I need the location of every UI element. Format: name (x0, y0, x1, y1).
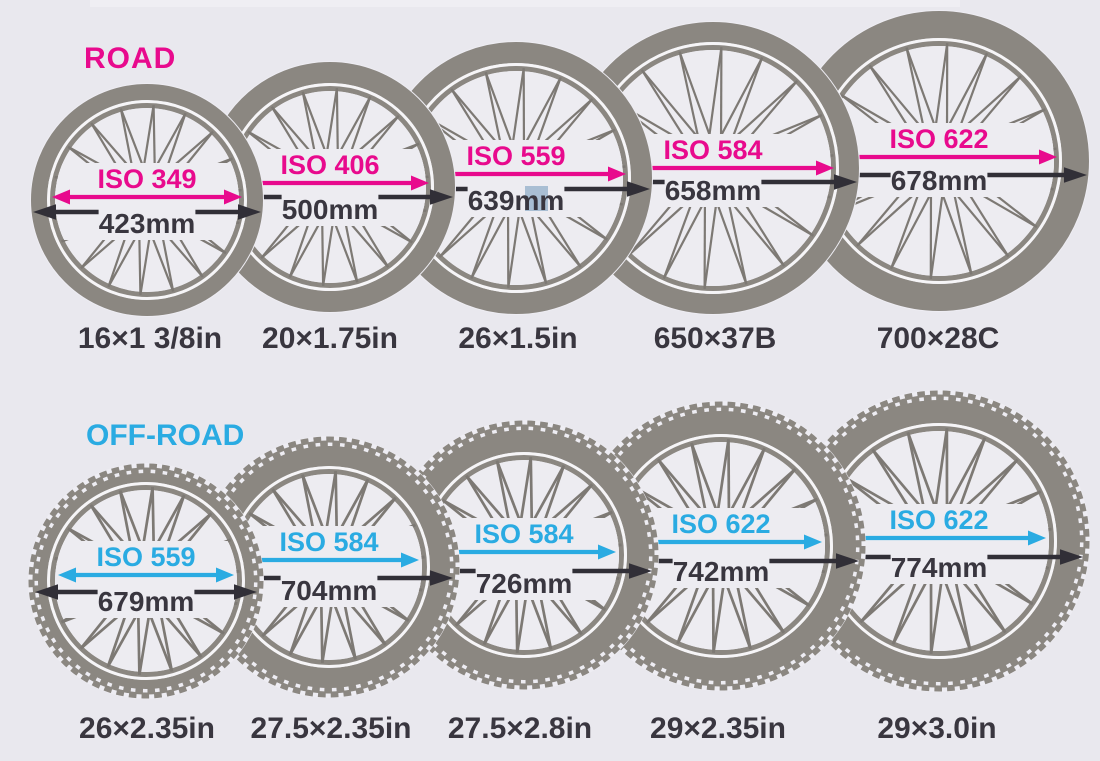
svg-text:20×1.75in: 20×1.75in (262, 322, 398, 355)
svg-text:16×1 3/8in: 16×1 3/8in (78, 322, 222, 355)
svg-text:ISO 622: ISO 622 (889, 505, 988, 535)
svg-text:ISO 584: ISO 584 (663, 135, 762, 165)
svg-text:ROAD: ROAD (84, 42, 176, 75)
svg-text:726mm: 726mm (476, 568, 573, 599)
svg-text:29×3.0in: 29×3.0in (877, 712, 996, 745)
svg-text:678mm: 678mm (891, 165, 988, 196)
svg-text:704mm: 704mm (281, 575, 378, 606)
svg-text:29×2.35in: 29×2.35in (650, 712, 786, 745)
svg-text:423mm: 423mm (99, 208, 196, 239)
svg-text:OFF-ROAD: OFF-ROAD (86, 419, 244, 452)
svg-text:ISO 622: ISO 622 (671, 509, 770, 539)
svg-text:639mm: 639mm (468, 185, 565, 216)
svg-text:ISO 584: ISO 584 (279, 527, 378, 557)
svg-text:700×28C: 700×28C (877, 322, 1000, 355)
svg-text:500mm: 500mm (282, 194, 379, 225)
svg-text:ISO 584: ISO 584 (474, 519, 573, 549)
svg-text:ISO 349: ISO 349 (97, 164, 196, 194)
svg-text:774mm: 774mm (891, 552, 988, 583)
svg-text:650×37B: 650×37B (654, 322, 777, 355)
svg-text:26×2.35in: 26×2.35in (79, 712, 215, 745)
svg-text:27.5×2.8in: 27.5×2.8in (448, 712, 592, 745)
svg-text:ISO 406: ISO 406 (280, 150, 379, 180)
svg-text:658mm: 658mm (665, 175, 762, 206)
svg-text:ISO 559: ISO 559 (466, 141, 565, 171)
svg-text:ISO 559: ISO 559 (96, 542, 195, 572)
svg-text:742mm: 742mm (673, 556, 770, 587)
svg-text:679mm: 679mm (98, 586, 195, 617)
svg-text:27.5×2.35in: 27.5×2.35in (251, 712, 412, 745)
svg-text:26×1.5in: 26×1.5in (458, 322, 577, 355)
svg-text:ISO 622: ISO 622 (889, 124, 988, 154)
